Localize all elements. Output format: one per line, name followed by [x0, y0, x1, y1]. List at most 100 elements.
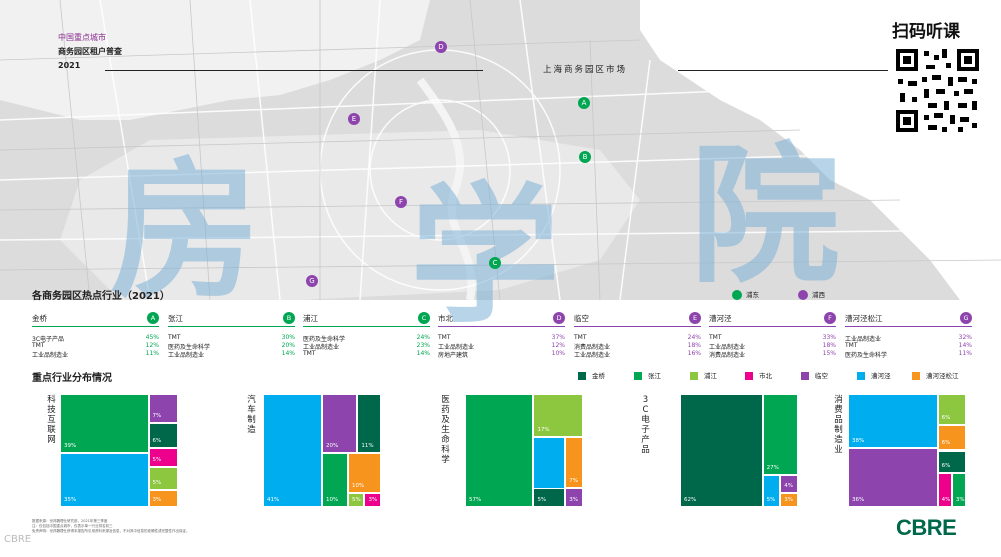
legend-item: 张江	[634, 370, 661, 380]
park-card: 浦江 C 医药及生命科学 24% 工业品制造业 23% TMT 14%	[303, 312, 430, 361]
tile-value: 5%	[152, 480, 162, 487]
industry-share: 37%	[551, 334, 565, 341]
tile-value: 7%	[569, 477, 579, 484]
map-pin-d[interactable]: D	[435, 41, 447, 53]
park-rule	[845, 326, 972, 327]
map-pin-c[interactable]: C	[489, 257, 501, 269]
legend-dot	[798, 290, 808, 300]
legend-item: 漕河泾	[857, 370, 891, 380]
tile-value: 7%	[152, 413, 162, 420]
tile-value: 39%	[64, 442, 77, 449]
industry-share: 24%	[416, 334, 430, 341]
park-badge: E	[689, 312, 701, 324]
treemap-tile: 5%	[533, 487, 566, 507]
legend-puxi: 浦西	[798, 289, 825, 300]
treemap-tile: 7%	[148, 394, 178, 424]
legend-label: 张江	[648, 372, 661, 380]
industry-label: TMT	[709, 334, 722, 341]
treemap-tile: 11%	[357, 394, 381, 453]
industry-name: 消费品制造业	[834, 395, 843, 455]
industry-share: 15%	[822, 350, 836, 357]
park-name: 浦江	[303, 314, 318, 323]
watermark-char-1: 房	[110, 143, 261, 319]
industry-row: 工业品制造业 14%	[168, 350, 295, 359]
treemap-tile: 17%	[533, 394, 583, 437]
park-card: 临空 E TMT 24% 消费品制造业 18% 工业品制造业 16%	[574, 312, 701, 361]
map-pin-a[interactable]: A	[578, 97, 590, 109]
industry-label: 工业品制造业	[32, 352, 69, 359]
industry-label: TMT	[438, 334, 451, 341]
park-badge: G	[960, 312, 972, 324]
park-name: 漕河泾	[709, 314, 732, 323]
park-card: 漕河泾 F TMT 33% 工业品制造业 18% 消费品制造业 15%	[709, 312, 836, 361]
treemap-tile: 6%	[148, 423, 178, 449]
industry-label: 3C电子产品	[32, 336, 65, 343]
map-pin-f[interactable]: F	[395, 196, 407, 208]
park-name: 临空	[574, 314, 589, 323]
industry-row: 消费品制造业 18%	[574, 342, 701, 351]
tile-value: 6%	[152, 438, 162, 445]
industry-share: 45%	[145, 334, 159, 341]
map-pin-g[interactable]: G	[306, 275, 318, 287]
industry-row: 医药及生命科学 11%	[845, 350, 972, 359]
industry-row: 医药及生命科学 20%	[168, 342, 295, 351]
industry-name: 汽车制造	[247, 395, 256, 435]
legend-label: 漕河泾松江	[926, 372, 959, 380]
park-badge: D	[553, 312, 565, 324]
tile-value: 62%	[684, 497, 697, 503]
legend-swatch	[578, 372, 586, 380]
industry-label: TMT	[32, 342, 45, 349]
legend-label: 浦江	[704, 372, 717, 380]
watermark-char-2: 学	[410, 168, 561, 344]
treemap-tile: 3%	[780, 493, 798, 507]
park-rule	[32, 326, 159, 327]
treemap-tile: 3%	[565, 487, 583, 507]
industry-row: 房地产建筑 10%	[438, 350, 565, 359]
tile-value: 10%	[326, 496, 339, 503]
header-rule	[105, 70, 483, 71]
park-rule	[303, 326, 430, 327]
industry-share: 32%	[958, 334, 972, 341]
treemap-tile: 6%	[937, 424, 966, 451]
map-pin-b[interactable]: B	[579, 151, 591, 163]
legend-label: 临空	[815, 372, 828, 380]
treemap-tile: 10%	[322, 452, 348, 507]
industry-share: 14%	[281, 350, 295, 357]
legend-dot	[732, 290, 742, 300]
park-badge: F	[824, 312, 836, 324]
legend-item: 浦江	[690, 370, 717, 380]
industry-row: 工业品制造业 11%	[32, 350, 159, 359]
tile-value: 5%	[152, 457, 162, 464]
tile-value: 6%	[941, 440, 951, 447]
report-category: 中国重点城市	[58, 33, 106, 42]
map-pin-e[interactable]: E	[348, 113, 360, 125]
legend-label: 市北	[759, 372, 772, 380]
industry-label: 工业品制造业	[438, 344, 475, 351]
tile-value: 3%	[152, 496, 162, 503]
tile-value: 4%	[941, 496, 951, 503]
header-rule-right	[678, 70, 888, 71]
qr-code-icon[interactable]	[892, 45, 983, 136]
tile-value: 17%	[537, 426, 550, 433]
report-year: 2021	[58, 61, 81, 70]
footnote: 注：仅包括中国重点城市，仅表示单一行业排名前三	[32, 524, 113, 528]
tile-value: 35%	[64, 496, 77, 503]
treemap-tile: 4%	[780, 475, 798, 494]
site-watermark: CBRE	[4, 534, 32, 545]
qr-title: 扫码听课	[892, 22, 960, 42]
tile-value: 3%	[368, 496, 378, 503]
industry-row: TMT 37%	[438, 334, 565, 342]
park-rule	[438, 326, 565, 327]
legend-label: 浦西	[812, 291, 825, 299]
park-card: 漕河泾松江 G 工业品制造业 32% TMT 14% 医药及生命科学 11%	[845, 312, 972, 361]
industry-share: 11%	[145, 350, 159, 357]
park-card: 市北 D TMT 37% 工业品制造业 12% 房地产建筑 10%	[438, 312, 565, 361]
industry-share: 12%	[551, 342, 565, 349]
industry-share: 14%	[416, 350, 430, 357]
park-card: 金桥 A 3C电子产品 45% TMT 12% 工业品制造业 11%	[32, 312, 159, 361]
industry-row: 工业品制造业 12%	[438, 342, 565, 351]
report-subtitle: 商务园区租户普查	[58, 47, 122, 56]
legend-swatch	[801, 372, 809, 380]
treemap-tile: 7%	[565, 436, 583, 488]
